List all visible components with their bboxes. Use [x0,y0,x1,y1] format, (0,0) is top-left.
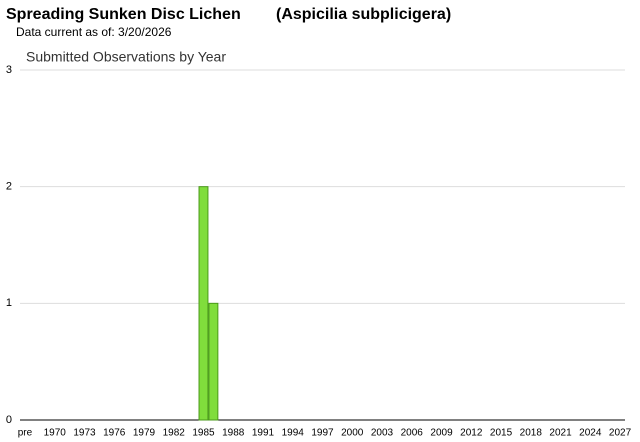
x-tick-label: 1997 [311,428,334,439]
y-tick-label: 2 [6,181,12,193]
x-tick-label: 2000 [341,428,364,439]
x-tick-label: 1970 [44,428,67,439]
x-tick-label: 1985 [192,428,215,439]
y-tick-label: 0 [6,414,12,426]
x-tick-label: 2021 [549,428,572,439]
x-tick-label: 2003 [371,428,394,439]
data-date: Data current as of: 3/20/2026 [16,25,172,39]
x-tick-label: 2024 [579,428,602,439]
x-tick-label: 1976 [103,428,126,439]
x-tick-label: 1988 [222,428,245,439]
x-tick-label: 2015 [490,428,513,439]
x-tick-label: 2009 [430,428,453,439]
x-tick-label: 1979 [133,428,156,439]
x-tick-label: 2006 [401,428,424,439]
x-tick-label: 1982 [163,428,186,439]
x-tick-label: pre [18,428,33,439]
y-tick-label: 1 [6,297,12,309]
chart-title: Submitted Observations by Year [26,49,226,65]
x-tick-label: 2027 [609,428,632,439]
species-name: Spreading Sunken Disc Lichen [6,6,241,23]
x-tick-label: 1994 [282,428,305,439]
x-tick-label: 2018 [520,428,543,439]
bar [208,302,219,421]
x-tick-label: 1991 [252,428,275,439]
bar [198,186,209,421]
y-tick-label: 3 [6,64,12,76]
scientific-name: (Aspicilia subplicigera) [276,6,451,23]
x-tick-label: 2012 [460,428,483,439]
x-tick-label: 1973 [73,428,96,439]
